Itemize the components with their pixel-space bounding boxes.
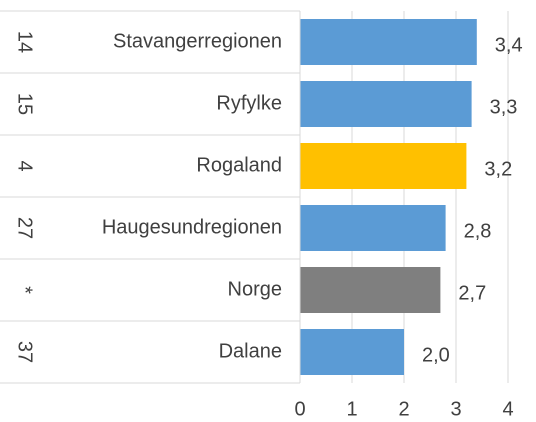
rank-label: * <box>14 286 36 294</box>
bar <box>300 143 467 189</box>
category-label: Ryfylke <box>216 92 282 114</box>
rank-label: 15 <box>14 93 36 115</box>
value-label: 2,8 <box>464 220 492 242</box>
x-tick-label: 4 <box>502 398 513 420</box>
value-label: 2,0 <box>422 344 450 366</box>
bar <box>300 205 446 251</box>
bar <box>300 81 472 127</box>
x-tick-label: 2 <box>398 398 409 420</box>
bar <box>300 267 441 313</box>
value-label: 2,7 <box>458 282 486 304</box>
rank-label: 4 <box>14 160 36 171</box>
rank-label: 27 <box>14 217 36 239</box>
category-label: Haugesundregionen <box>102 216 282 238</box>
category-label: Stavangerregionen <box>113 30 282 52</box>
category-label: Dalane <box>219 340 282 362</box>
x-tick-label: 3 <box>450 398 461 420</box>
category-label: Rogaland <box>196 154 282 176</box>
bar <box>300 329 404 375</box>
x-tick-label: 0 <box>294 398 305 420</box>
rank-label: 37 <box>14 341 36 363</box>
x-tick-label: 1 <box>346 398 357 420</box>
rank-label: 14 <box>14 31 36 53</box>
category-label: Norge <box>228 278 282 300</box>
value-label: 3,4 <box>495 34 523 56</box>
value-label: 3,3 <box>490 96 518 118</box>
bar <box>300 19 477 65</box>
value-label: 3,2 <box>484 158 512 180</box>
